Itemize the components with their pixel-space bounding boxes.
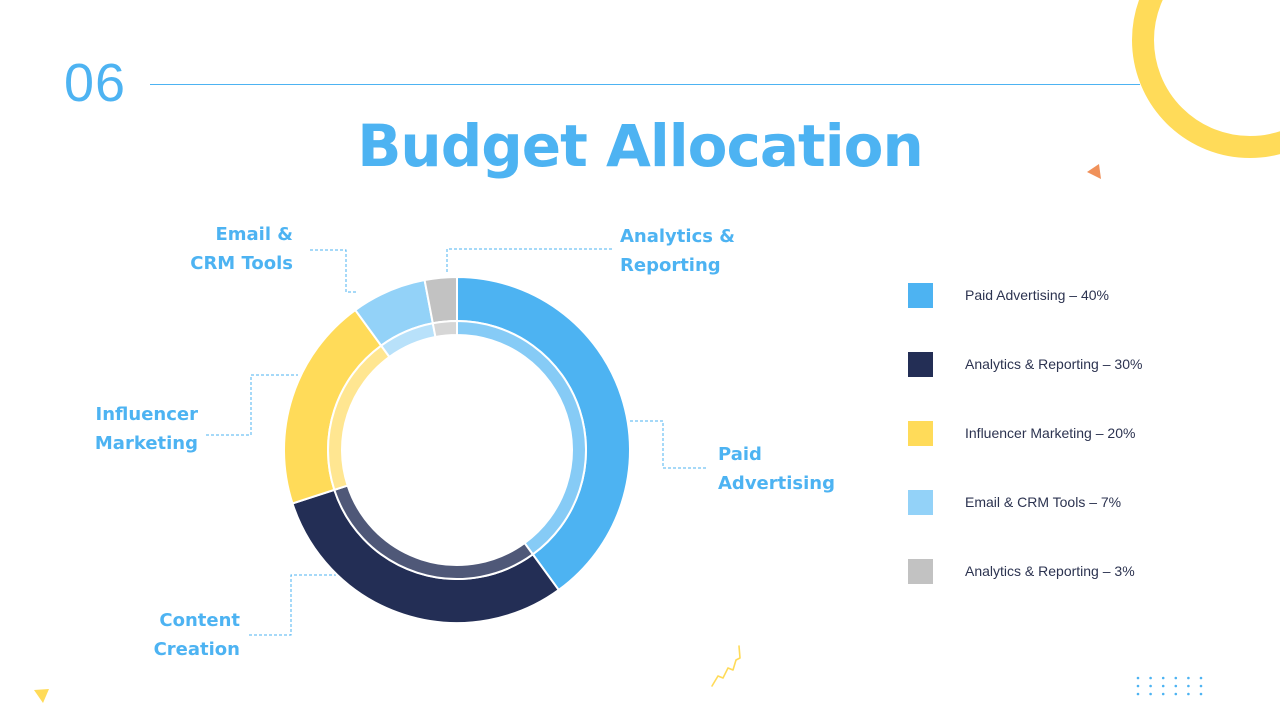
callout-paid-line1: Paid [718, 444, 762, 465]
legend-swatch [908, 282, 933, 308]
decorative-dot [1149, 676, 1152, 680]
decorative-dot [1187, 676, 1190, 680]
legend-swatch [908, 420, 933, 446]
callout-influencer-marketing: Influencer Marketing [60, 400, 198, 458]
legend-item: Paid Advertising – 40% [908, 282, 1109, 308]
callout-content-line1: Content [159, 610, 240, 631]
leader-email-crm [310, 249, 358, 293]
callout-email-crm-line2: CRM Tools [190, 253, 293, 274]
decorative-squiggle [711, 645, 741, 687]
callout-analytics-line2: Reporting [620, 255, 721, 276]
legend-item: Influencer Marketing – 20% [908, 420, 1135, 446]
legend-item: Analytics & Reporting – 3% [908, 558, 1135, 584]
decorative-dot [1136, 676, 1140, 680]
donut-chart [283, 275, 631, 624]
legend-swatch [908, 489, 933, 515]
legend-label: Influencer Marketing – 20% [965, 425, 1136, 441]
decorative-dot [1161, 692, 1165, 696]
callout-email-crm: Email & CRM Tools [150, 220, 293, 278]
slide-number: 06 [64, 53, 127, 113]
leader-content [249, 574, 336, 636]
callout-content-line2: Creation [153, 639, 240, 660]
leader-influencer [206, 374, 298, 436]
callout-analytics-reporting: Analytics & Reporting [620, 222, 735, 280]
decorative-dot [1149, 684, 1152, 688]
legend-swatch [908, 351, 933, 377]
decorative-dot [1161, 684, 1165, 688]
decorative-dot [1136, 692, 1140, 696]
callout-content-creation: Content Creation [110, 606, 240, 664]
decorative-dot [1136, 684, 1140, 688]
legend-label: Analytics & Reporting – 30% [965, 356, 1143, 372]
legend-item: Analytics & Reporting – 30% [908, 351, 1142, 377]
leader-analytics [446, 248, 612, 272]
decorative-dot [1187, 684, 1190, 688]
donut-slice-inner-band [431, 319, 458, 339]
callout-email-crm-line1: Email & [215, 224, 293, 245]
decorative-dot [1199, 692, 1203, 696]
legend-label: Email & CRM Tools – 7% [965, 494, 1122, 510]
decorative-dot [1149, 692, 1152, 696]
legend-label: Analytics & Reporting – 3% [965, 563, 1135, 579]
callout-paid-line2: Advertising [718, 473, 835, 494]
header-divider [150, 84, 1140, 85]
legend-label: Paid Advertising – 40% [965, 287, 1109, 303]
donut-hole [342, 335, 572, 565]
decorative-dot-grid [1136, 676, 1203, 696]
slide-title: Budget Allocation [357, 112, 924, 180]
callout-influencer-line2: Marketing [94, 433, 198, 454]
decorative-dot [1199, 684, 1203, 688]
decorative-dot [1174, 692, 1178, 696]
decorative-dot [1161, 676, 1165, 680]
decorative-dot [1174, 684, 1178, 688]
decorative-dot [1174, 676, 1178, 680]
callout-paid-advertising: Paid Advertising [718, 440, 835, 498]
callout-leaders [206, 248, 706, 636]
decorative-dot [1199, 676, 1203, 680]
legend-item: Email & CRM Tools – 7% [908, 489, 1121, 515]
decorative-dot [1187, 692, 1190, 696]
decorative-orange-triangle [1087, 164, 1101, 179]
decorative-yellow-triangle [34, 689, 49, 703]
legend-swatch [908, 558, 933, 584]
callout-analytics-line1: Analytics & [620, 226, 735, 247]
decorative-yellow-ring [1132, 0, 1280, 158]
leader-paid [630, 420, 706, 469]
callout-influencer-line1: Influencer [95, 404, 198, 425]
